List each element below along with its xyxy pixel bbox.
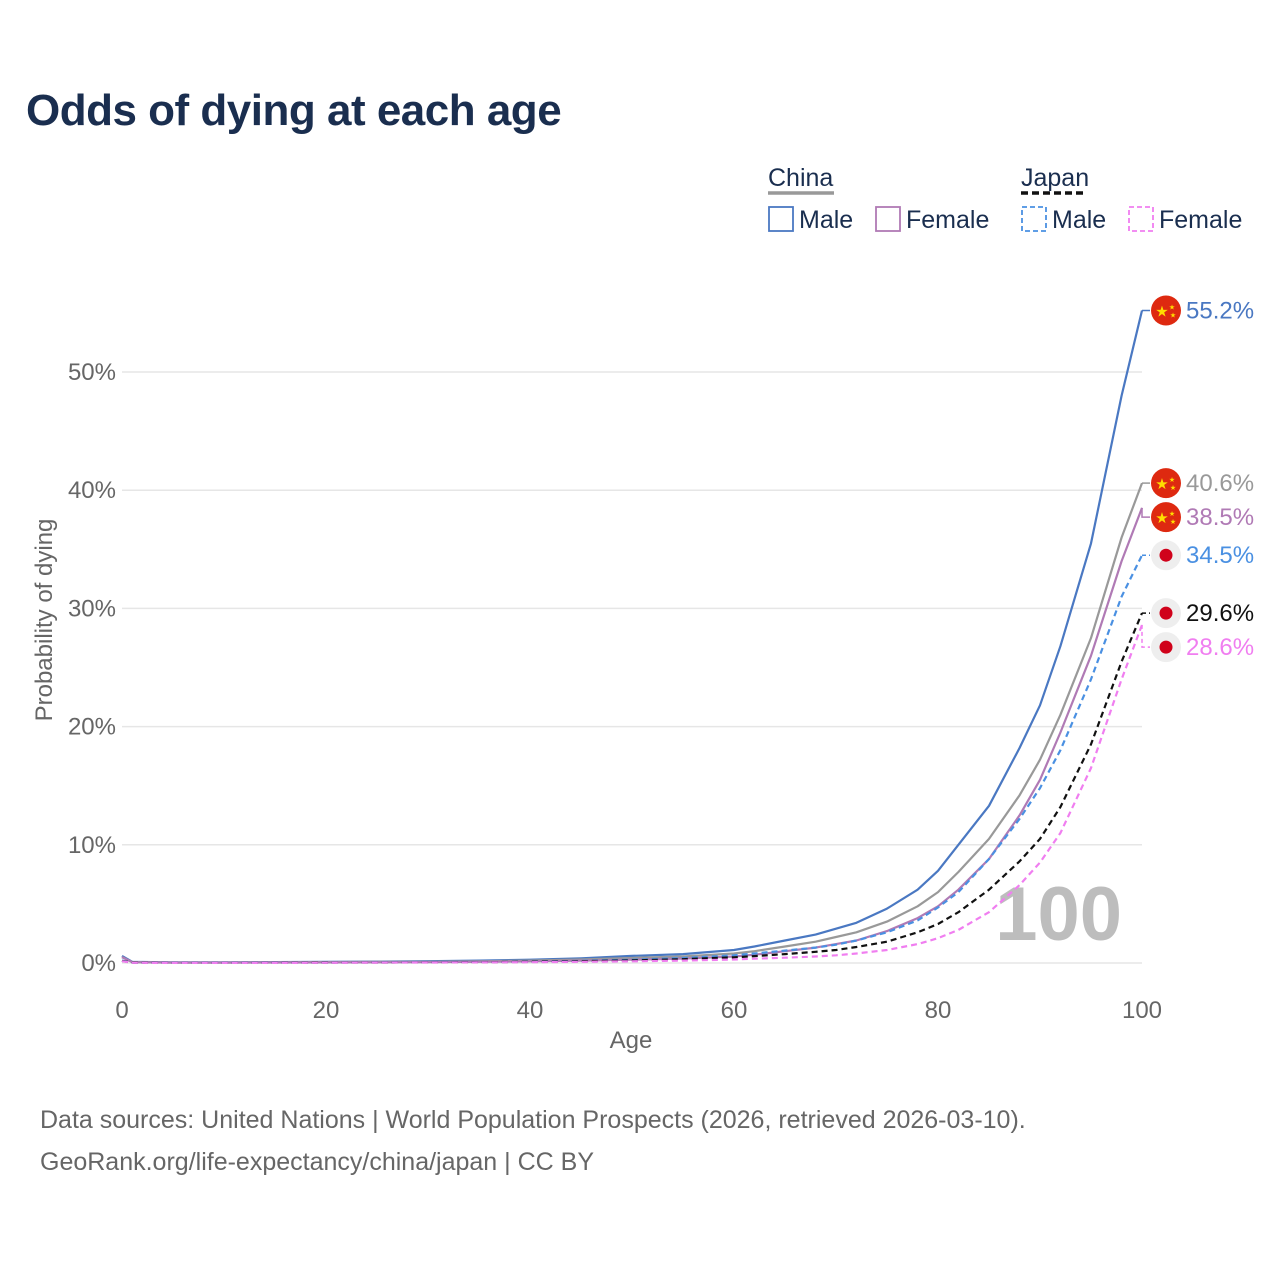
series-line-china-male <box>121 310 1144 964</box>
flag-star: ★ <box>1170 518 1176 526</box>
end-value-label: 38.5% <box>1186 504 1254 531</box>
flag-star: ★ <box>1169 510 1175 518</box>
china-flag-icon: ★ ★★ <box>1151 502 1181 533</box>
japan-flag-icon <box>1151 540 1181 571</box>
flag-disc <box>1151 502 1181 533</box>
x-tick-label: 20 <box>313 997 340 1024</box>
end-label-group: 28.6% <box>1141 624 1254 663</box>
series-lines <box>121 310 1144 964</box>
japan-flag-icon <box>1151 632 1181 663</box>
legend-group-title: Japan <box>1021 164 1089 192</box>
end-labels: ★ ★★ 55.2%★ ★★ 40.6%★ ★★ 38.5%34.5%29.6%28.6% <box>1141 295 1254 663</box>
series-line-japan-male <box>121 554 1143 964</box>
end-value-label: 34.5% <box>1186 542 1254 569</box>
series-line-china-female <box>121 507 1144 964</box>
chart-title: Odds of dying at each age <box>26 86 562 135</box>
legend-swatch <box>768 206 794 232</box>
leader-line <box>1141 507 1150 518</box>
year-watermark: 100 <box>995 872 1122 957</box>
flag-star: ★ <box>1155 303 1168 321</box>
flag-star: ★ <box>1155 509 1168 527</box>
source-link: GeoRank.org/life-expectancy/china/japan … <box>40 1148 595 1176</box>
end-value-label: 29.6% <box>1186 600 1254 627</box>
china-flag-icon: ★ ★★ <box>1151 468 1181 499</box>
y-tick-label: 20% <box>68 714 116 741</box>
y-tick-label: 50% <box>68 359 116 386</box>
gridlines <box>122 371 1142 964</box>
flag-star: ★ <box>1169 304 1175 312</box>
end-label-group: ★ ★★ 40.6% <box>1142 468 1254 499</box>
flag-star: ★ <box>1155 475 1168 493</box>
legend-entry-label: Male <box>1052 206 1106 234</box>
x-tick-label: 60 <box>721 997 748 1024</box>
flag-star: ★ <box>1170 312 1176 320</box>
flag-sun <box>1159 640 1173 654</box>
y-axis-ticks: 0% 10% 20% 30% 40% 50% <box>68 359 116 977</box>
legend-entry-label: Male <box>799 206 853 234</box>
japan-flag-icon <box>1151 598 1181 629</box>
legend-swatch <box>1021 206 1047 232</box>
y-tick-label: 30% <box>68 595 116 622</box>
legend: China Japan Male Female Male Female <box>768 164 1242 234</box>
x-tick-label: 40 <box>517 997 544 1024</box>
end-label-group: ★ ★★ 55.2% <box>1142 295 1254 326</box>
china-flag-icon: ★ ★★ <box>1151 295 1181 326</box>
end-label-group: 29.6% <box>1142 598 1254 629</box>
y-axis-label: Probability of dying <box>31 519 58 722</box>
legend-entry-label: Female <box>1159 206 1242 234</box>
source-line: Data sources: United Nations | World Pop… <box>40 1106 1026 1134</box>
legend-swatch <box>1128 206 1154 232</box>
leader-line <box>1141 624 1150 648</box>
y-tick-label: 0% <box>81 950 116 977</box>
flag-disc <box>1151 468 1181 499</box>
x-tick-label: 0 <box>115 997 128 1024</box>
legend-group-title: China <box>768 164 833 192</box>
flag-sun <box>1159 606 1173 620</box>
legend-swatch <box>875 206 901 232</box>
x-tick-label: 100 <box>1122 997 1162 1024</box>
x-axis-label: Age <box>610 1027 653 1054</box>
end-label-group: ★ ★★ 38.5% <box>1141 502 1254 533</box>
flag-sun <box>1159 548 1173 562</box>
flag-star: ★ <box>1169 476 1175 484</box>
x-tick-label: 80 <box>925 997 952 1024</box>
legend-entry-label: Female <box>906 206 989 234</box>
y-tick-label: 40% <box>68 477 116 504</box>
end-value-label: 28.6% <box>1186 634 1254 661</box>
flag-star: ★ <box>1170 484 1176 492</box>
y-tick-label: 10% <box>68 832 116 859</box>
series-line-japan-both <box>121 612 1144 964</box>
flag-disc <box>1151 295 1181 326</box>
end-value-label: 40.6% <box>1186 470 1254 497</box>
series-line-japan-female <box>121 624 1144 964</box>
end-value-label: 55.2% <box>1186 298 1254 325</box>
x-axis-ticks: 0 20 40 60 80 100 <box>115 997 1162 1024</box>
end-label-group: 34.5% <box>1142 540 1254 571</box>
